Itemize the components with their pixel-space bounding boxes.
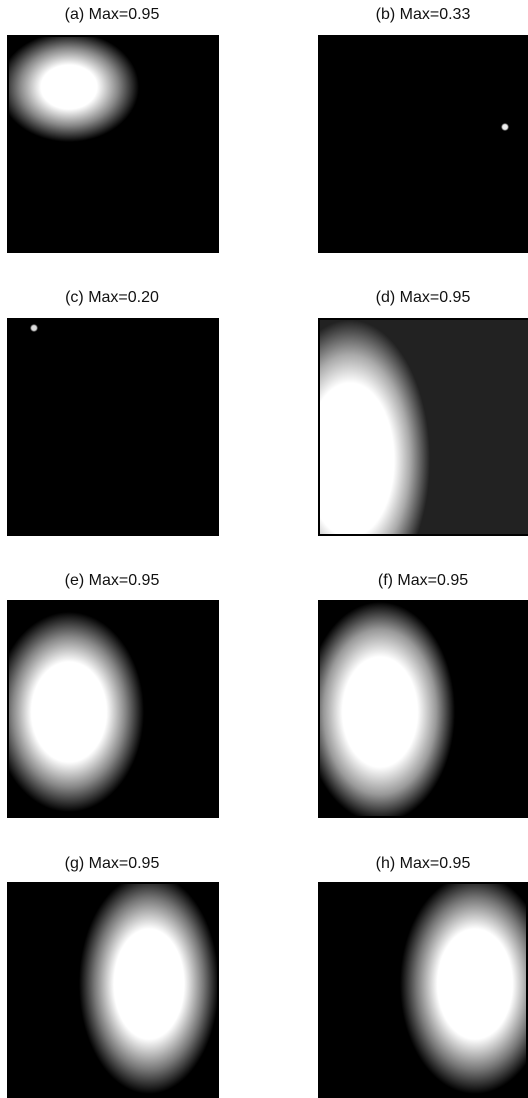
- heatmap: [318, 600, 528, 818]
- caption: (d) Max=0.95: [313, 289, 528, 307]
- heatmap: [7, 882, 219, 1098]
- caption: (a) Max=0.95: [2, 6, 222, 24]
- caption: (c) Max=0.20: [2, 289, 222, 307]
- caption: (b) Max=0.33: [313, 6, 528, 24]
- heatmap: [318, 35, 528, 253]
- caption: (g) Max=0.95: [2, 855, 222, 873]
- heatmap: [7, 35, 219, 253]
- heatmap: [318, 882, 528, 1098]
- caption: (h) Max=0.95: [313, 855, 528, 873]
- heatmap: [318, 318, 528, 536]
- heatmap: [7, 600, 219, 818]
- caption: (f) Max=0.95: [313, 572, 528, 590]
- caption: (e) Max=0.95: [2, 572, 222, 590]
- heatmap: [7, 318, 219, 536]
- page: {"panels": [ {"caption": "(a) Max=0.95"}…: [0, 0, 528, 1098]
